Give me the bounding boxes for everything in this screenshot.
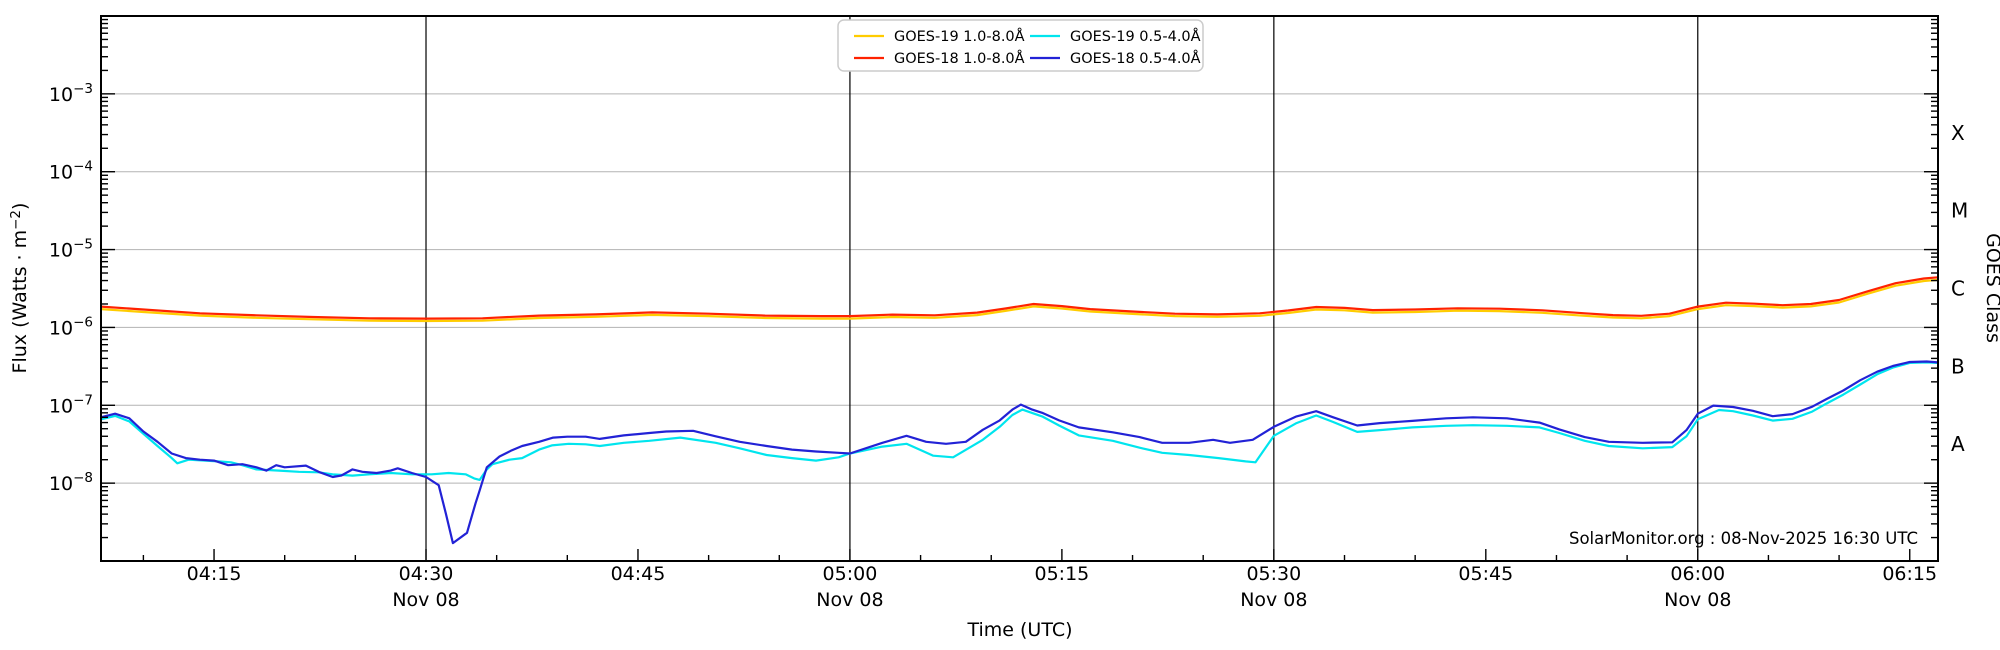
- legend: GOES-19 1.0-8.0Å GOES-18 1.0-8.0Å GOES-19 …: [837, 19, 1204, 72]
- x-tick-label: 04:45: [611, 563, 666, 585]
- y-axis-title: Flux (Watts · m−2): [8, 203, 31, 374]
- x-date-label: Nov 08: [816, 589, 883, 611]
- grid-layer: [101, 93, 1938, 484]
- curve-layer: [101, 276, 1938, 545]
- x-tick-label: 05:45: [1458, 563, 1513, 585]
- x-tick-label: 06:00: [1670, 563, 1725, 585]
- y-tick-label: 10−5: [49, 237, 93, 262]
- tick-layer: [101, 18, 1938, 561]
- y-tick-label: 10−3: [49, 81, 93, 106]
- x-date-label: Nov 08: [1240, 589, 1307, 611]
- watermark-text: SolarMonitor.org : 08-Nov-2025 16:30 UTC: [1569, 529, 1918, 548]
- y-tick-label: 10−7: [49, 392, 93, 417]
- legend-label: GOES-19 0.5-4.0Å: [1070, 28, 1201, 45]
- y-tick-label: 10−8: [49, 470, 93, 495]
- x-date-label: Nov 08: [1664, 589, 1731, 611]
- legend-label: GOES-19 1.0-8.0Å: [894, 28, 1025, 45]
- series-line-goes-19-1-0-8-0-: [101, 278, 1938, 323]
- x-tick-label: 04:30: [399, 563, 454, 585]
- legend-label: GOES-18 0.5-4.0Å: [1070, 50, 1201, 67]
- goes-class-label-b: B: [1951, 354, 1965, 378]
- goes-class-label-m: M: [1951, 199, 1968, 223]
- goes-class-label-c: C: [1951, 277, 1965, 301]
- x-date-label: Nov 08: [392, 589, 459, 611]
- series-line-goes-19-0-5-4-0-: [101, 361, 1938, 481]
- x-tick-label: 05:15: [1035, 563, 1090, 585]
- date-line-layer: [425, 16, 1699, 561]
- series-line-goes-18-1-0-8-0-: [101, 276, 1938, 320]
- x-tick-label: 05:30: [1246, 563, 1301, 585]
- plot-border: [100, 15, 1939, 562]
- x-tick-label: 05:00: [823, 563, 878, 585]
- legend-label: GOES-18 1.0-8.0Å: [894, 50, 1025, 67]
- x-tick-label: 04:15: [187, 563, 242, 585]
- y-tick-label: 10−6: [49, 314, 93, 339]
- x-tick-label: 06:15: [1882, 563, 1937, 585]
- y-tick-label: 10−4: [49, 159, 93, 184]
- legend-item: GOES-19 1.0-8.0Å: [854, 28, 1025, 45]
- goes-class-label-a: A: [1951, 432, 1965, 456]
- legend-item: GOES-18 1.0-8.0Å: [854, 50, 1025, 67]
- legend-box: [837, 19, 1204, 72]
- legend-item: GOES-19 0.5-4.0Å: [1030, 28, 1201, 45]
- right-axis-title: GOES Class: [1982, 233, 2000, 343]
- series-line-goes-18-0-5-4-0-: [101, 360, 1938, 545]
- legend-item: GOES-18 0.5-4.0Å: [1030, 50, 1201, 67]
- goes-class-label-x: X: [1951, 121, 1965, 145]
- x-axis-title: Time (UTC): [966, 619, 1072, 641]
